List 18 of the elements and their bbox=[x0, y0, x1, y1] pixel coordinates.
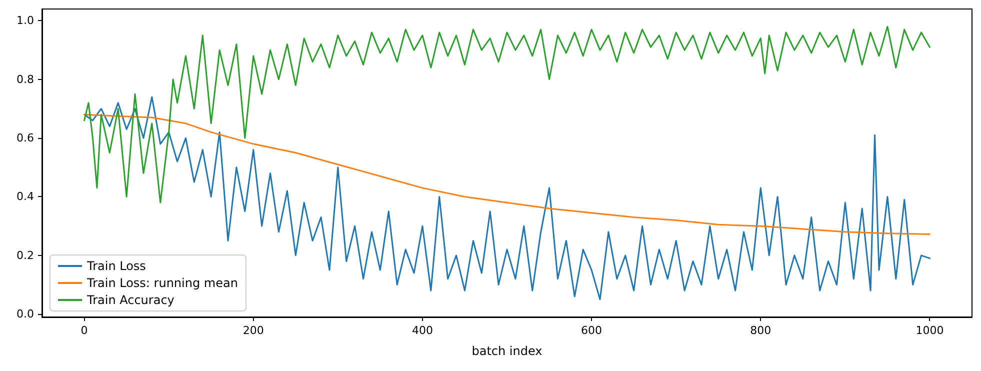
y-tick-label: 0.0 bbox=[16, 308, 34, 321]
x-tick-label: 1000 bbox=[916, 324, 944, 337]
y-tick-label: 0.6 bbox=[16, 132, 34, 145]
legend-label: Train Loss bbox=[86, 259, 146, 273]
y-tick-label: 1.0 bbox=[16, 14, 34, 28]
y-tick-label: 0.2 bbox=[16, 248, 34, 262]
x-tick-label: 800 bbox=[750, 324, 772, 337]
legend-label: Train Loss: running mean bbox=[86, 276, 238, 290]
x-tick-label: 0 bbox=[80, 324, 88, 337]
legend-label: Train Accuracy bbox=[86, 293, 174, 307]
x-tick-label: 600 bbox=[581, 324, 602, 337]
x-tick-label: 200 bbox=[242, 324, 264, 337]
line-series bbox=[84, 114, 930, 236]
x-tick-label: 400 bbox=[412, 324, 433, 337]
x-axis-title: batch index bbox=[472, 344, 542, 358]
y-tick-label: 0.4 bbox=[16, 190, 34, 204]
y-tick-label: 0.8 bbox=[16, 72, 34, 86]
line-series bbox=[84, 26, 930, 204]
